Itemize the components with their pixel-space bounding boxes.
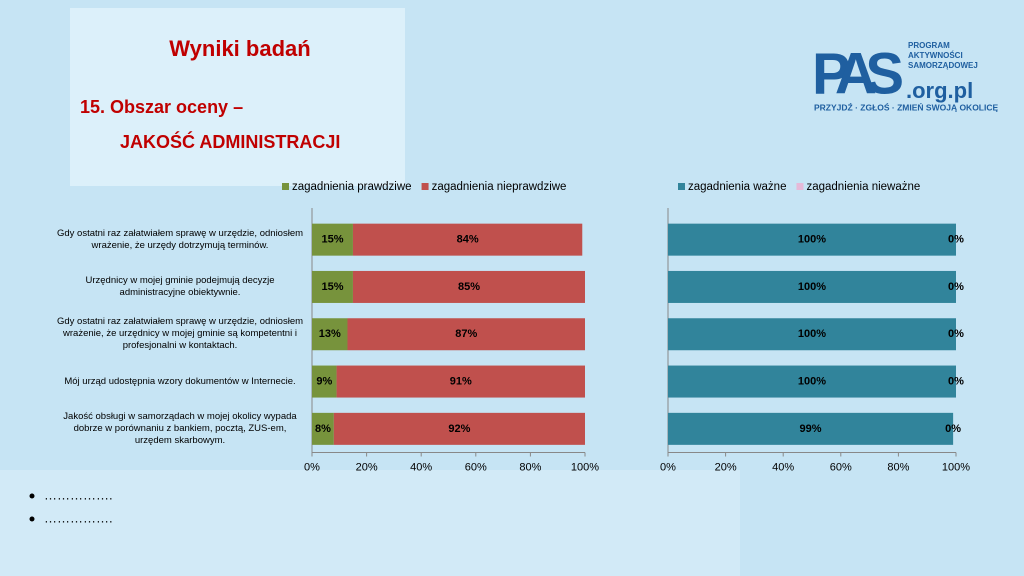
value-label: 99% — [800, 423, 822, 435]
value-label: 87% — [455, 328, 477, 340]
x-tick-label: 80% — [887, 461, 909, 473]
subtitle: JAKOŚĆ ADMINISTRACJI — [120, 131, 340, 152]
value-label: 100% — [798, 234, 826, 246]
logo-slogan: PRZYJDŹ · ZGŁOŚ · ZMIEŃ SWOJĄ OKOLICĘ — [814, 101, 999, 112]
x-tick-label: 40% — [410, 461, 432, 473]
title-panel — [70, 8, 405, 186]
value-label: 9% — [316, 375, 332, 387]
value-label: 91% — [450, 375, 472, 387]
x-tick-label: 100% — [571, 461, 599, 473]
legend-label: zagadnienia nieważne — [806, 181, 920, 193]
x-tick-label: 20% — [356, 461, 378, 473]
logo-side: PROGRAM — [908, 41, 950, 50]
value-label: 15% — [321, 234, 343, 246]
value-label: 15% — [321, 281, 343, 293]
bar-segment — [347, 318, 585, 351]
value-label: 84% — [457, 234, 479, 246]
legend-label: zagadnienia prawdziwe — [292, 181, 412, 193]
x-tick-label: 40% — [772, 461, 794, 473]
legend-swatch — [282, 183, 289, 190]
value-label: 100% — [798, 281, 826, 293]
x-tick-label: 60% — [465, 461, 487, 473]
logo-main: PAS — [812, 41, 904, 106]
x-tick-label: 100% — [942, 461, 970, 473]
bullet: ……………. — [44, 487, 113, 502]
bottom-panel — [0, 470, 740, 576]
bar-segment — [668, 223, 956, 256]
x-tick-label: 0% — [660, 461, 676, 473]
value-label: 0% — [948, 328, 964, 340]
legend-label: zagadnienia nieprawdziwe — [432, 181, 567, 193]
bullet: ……………. — [44, 510, 113, 525]
bar-segment — [668, 365, 956, 398]
bar-segment — [668, 270, 956, 303]
bar-segment — [312, 412, 334, 445]
bar-segment — [333, 412, 585, 445]
bar-segment — [668, 412, 954, 445]
bullet-dot — [29, 493, 35, 499]
legend-swatch — [678, 183, 685, 190]
legend-label: zagadnienia ważne — [688, 181, 786, 193]
value-label: 8% — [315, 423, 331, 435]
category-label: Gdy ostatni raz załatwiałem sprawę w urz… — [56, 316, 304, 352]
logo-side: SAMORZĄDOWEJ — [908, 61, 978, 70]
value-label: 0% — [945, 423, 961, 435]
x-tick-label: 60% — [830, 461, 852, 473]
x-tick-label: 20% — [715, 461, 737, 473]
bar-segment — [312, 223, 353, 256]
value-label: 0% — [948, 281, 964, 293]
category-label: Gdy ostatni raz załatwiałem sprawę w urz… — [56, 227, 304, 251]
category-label: Mój urząd udostępnia wzory dokumentów w … — [64, 375, 296, 387]
bar-segment — [312, 318, 348, 351]
subtitle: 15. Obszar oceny – — [80, 97, 243, 117]
category-label: Urzędnicy w mojej gminie podejmują decyz… — [85, 274, 275, 298]
value-label: 85% — [458, 281, 480, 293]
bar-segment — [668, 318, 956, 351]
value-label: 100% — [798, 328, 826, 340]
bar-segment — [352, 270, 585, 303]
x-tick-label: 80% — [519, 461, 541, 473]
bar-segment — [336, 365, 585, 398]
logo-side: AKTYWNOŚCI — [908, 51, 963, 60]
bar-segment — [352, 223, 583, 256]
slide-title: Wyniki badań — [169, 36, 310, 61]
value-label: 0% — [948, 375, 964, 387]
legend-swatch — [421, 183, 429, 190]
logo-domain: .org.pl — [906, 78, 973, 103]
value-label: 100% — [798, 375, 826, 387]
value-label: 0% — [948, 234, 964, 246]
x-tick-label: 0% — [304, 461, 320, 473]
value-label: 13% — [319, 328, 341, 340]
legend-swatch — [796, 183, 804, 190]
bar-segment — [312, 270, 353, 303]
value-label: 92% — [448, 423, 470, 435]
category-label: Jakość obsługi w samorządach w mojej oko… — [63, 410, 297, 446]
bullet-dot — [29, 516, 35, 522]
bar-segment — [312, 365, 337, 398]
